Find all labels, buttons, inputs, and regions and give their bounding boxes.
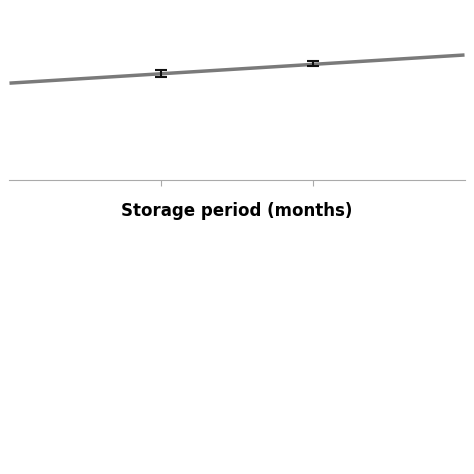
- X-axis label: Storage period (months): Storage period (months): [121, 201, 353, 219]
